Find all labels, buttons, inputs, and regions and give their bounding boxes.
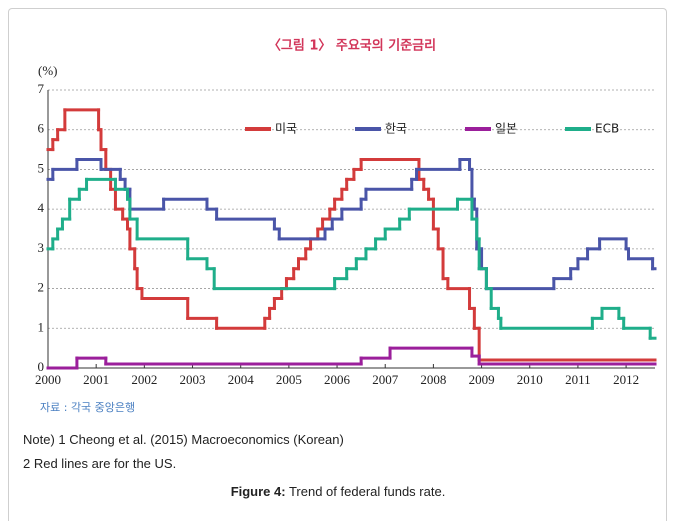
y-tick-label: 4 <box>38 200 45 215</box>
x-tick-label: 2008 <box>420 372 446 387</box>
x-tick-label: 2000 <box>35 372 61 387</box>
x-tick-label: 2003 <box>180 372 206 387</box>
x-tick-label: 2004 <box>228 372 255 387</box>
legend-label: 미국 <box>275 122 297 136</box>
y-tick-label: 5 <box>38 160 45 175</box>
x-tick-label: 2006 <box>324 372 351 387</box>
y-tick-label: 0 <box>38 359 45 374</box>
x-tick-label: 2012 <box>613 372 639 387</box>
legend-label: 일본 <box>495 122 517 136</box>
y-tick-label: 1 <box>38 319 45 334</box>
note: 2 Red lines are for the US. <box>23 456 177 471</box>
caption: Figure 4: Trend of federal funds rate. <box>0 484 676 499</box>
legend-label: ECB <box>595 122 619 136</box>
x-tick-label: 2011 <box>565 372 591 387</box>
x-tick-label: 2005 <box>276 372 302 387</box>
legend-label: 한국 <box>385 122 407 136</box>
y-tick-label: 2 <box>38 280 45 295</box>
x-tick-label: 2007 <box>372 372 399 387</box>
frame <box>8 8 667 521</box>
y-tick-label: 7 <box>38 81 45 96</box>
y-unit: (%) <box>38 63 58 78</box>
caption-label: Figure 4: <box>230 484 286 499</box>
caption-text: Trend of federal funds rate. <box>285 484 446 499</box>
x-tick-label: 2001 <box>83 372 109 387</box>
y-tick-label: 3 <box>38 240 45 255</box>
note: Note) 1 Cheong et al. (2015) Macroeconom… <box>23 432 344 447</box>
x-tick-label: 2002 <box>131 372 157 387</box>
x-tick-label: 2009 <box>469 372 495 387</box>
x-tick-label: 2010 <box>517 372 543 387</box>
chart-title: 〈그림 1〉 주요국의 기준금리 <box>268 38 436 54</box>
source: 자료 : 각국 중앙은행 <box>40 401 135 414</box>
y-tick-label: 6 <box>38 121 45 136</box>
chart: 〈그림 1〉 주요국의 기준금리 (%) 자료 : 각국 중앙은행 0 1 2 3 4 5… <box>35 38 657 414</box>
